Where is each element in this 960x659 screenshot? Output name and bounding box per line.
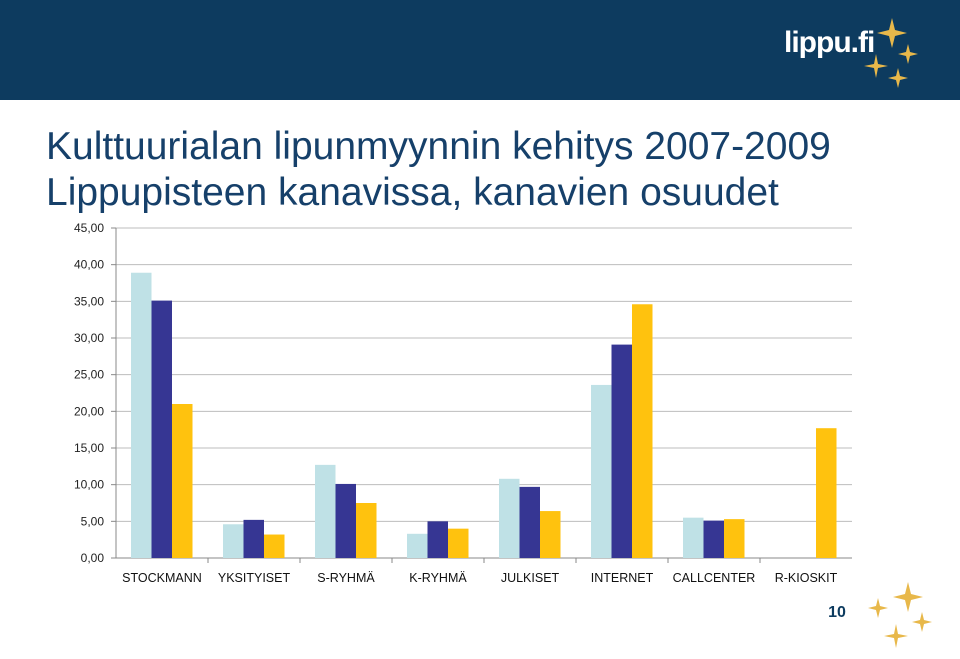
bar (519, 486, 540, 558)
y-tick-label: 0,00 (81, 551, 105, 565)
bar (683, 517, 704, 558)
y-tick-label: 30,00 (74, 331, 104, 345)
brand-stars-icon (864, 18, 918, 88)
page-title: Kulttuurialan lipunmyynnin kehitys 2007-… (46, 124, 831, 216)
brand-logo-text: lippu.fi (784, 26, 875, 59)
y-tick-label: 25,00 (74, 368, 104, 382)
y-tick-label: 5,00 (81, 514, 105, 528)
bar (632, 304, 653, 558)
bar (264, 534, 285, 558)
bar (335, 483, 356, 558)
brand-logo: lippu.fi (774, 14, 924, 94)
page-number: 10 (828, 604, 846, 621)
title-line-1: Kulttuurialan lipunmyynnin kehitys 2007-… (46, 125, 831, 168)
bar (591, 384, 612, 558)
bar (151, 300, 172, 558)
bar (172, 404, 193, 558)
bar (724, 519, 745, 558)
title-line-2: Lippupisteen kanavissa, kanavien osuudet (46, 171, 779, 214)
y-tick-label: 45,00 (74, 221, 104, 235)
bar (816, 428, 837, 558)
bar (407, 533, 428, 558)
y-tick-label: 10,00 (74, 478, 104, 492)
bar (223, 524, 244, 558)
bar (499, 478, 520, 558)
x-tick-label: JULKISET (501, 571, 560, 585)
bar (131, 272, 152, 558)
x-tick-label: CALLCENTER (673, 571, 756, 585)
bar (540, 511, 561, 558)
y-tick-label: 40,00 (74, 258, 104, 272)
y-tick-label: 35,00 (74, 294, 104, 308)
bar (243, 519, 264, 558)
header-band (0, 0, 960, 100)
bar (427, 521, 448, 558)
bar (356, 503, 377, 558)
decorative-stars-icon (868, 582, 932, 648)
y-tick-label: 20,00 (74, 404, 104, 418)
x-tick-label: YKSITYISET (218, 571, 291, 585)
x-tick-label: STOCKMANN (122, 571, 202, 585)
y-tick-label: 15,00 (74, 441, 104, 455)
bar (315, 464, 336, 558)
bar (448, 528, 469, 558)
bar (703, 520, 724, 558)
x-tick-label: INTERNET (591, 571, 654, 585)
bar (611, 344, 632, 558)
x-tick-label: K-RYHMÄ (409, 571, 467, 585)
x-tick-label: S-RYHMÄ (317, 571, 375, 585)
x-tick-label: R-KIOSKIT (775, 571, 838, 585)
